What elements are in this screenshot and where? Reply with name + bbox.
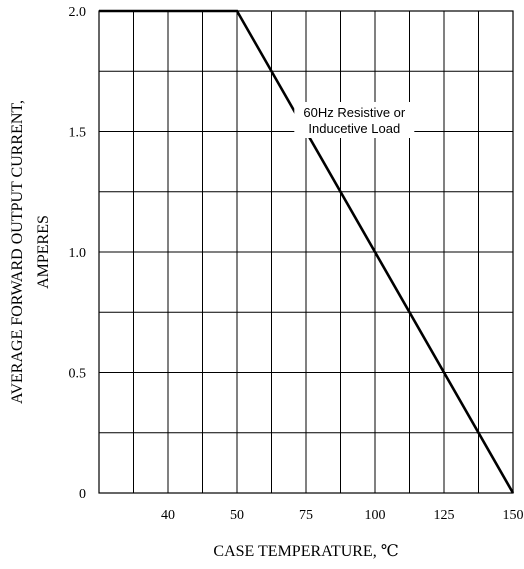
x-tick-label: 75 [299,508,313,523]
axis-ticks: 40 50 75 100 125 150 0 0.5 1.0 1.5 2.0 [69,5,524,523]
plot-frame [98,10,514,494]
y-tick-label: 1.5 [69,126,87,141]
x-tick-label: 40 [161,508,175,523]
x-tick-label: 100 [365,508,386,523]
y-tick-label: 2.0 [69,5,87,20]
y-tick-label: 0 [79,487,86,502]
y-axis-label-line-1: AVERAGE FORWARD OUTPUT CURRENT, [9,100,26,404]
x-tick-label: 50 [230,508,244,523]
annotation-line-1: 60Hz Resistive or [303,105,406,120]
annotation-background [294,102,415,138]
derating-curve [99,9,515,494]
x-tick-label: 125 [434,508,455,523]
grid-lines [99,11,513,493]
series-layer [99,9,515,494]
annotation-line-2: Inducetive Load [308,121,400,136]
x-tick-label: 150 [503,508,524,523]
y-axis-label: AVERAGE FORWARD OUTPUT CURRENT, AMPERES [9,100,52,404]
y-tick-label: 1.0 [69,246,87,261]
x-axis-label: CASE TEMPERATURE, ℃ [213,543,398,560]
y-tick-label: 0.5 [69,367,87,382]
y-axis-label-line-2: AMPERES [35,215,52,289]
